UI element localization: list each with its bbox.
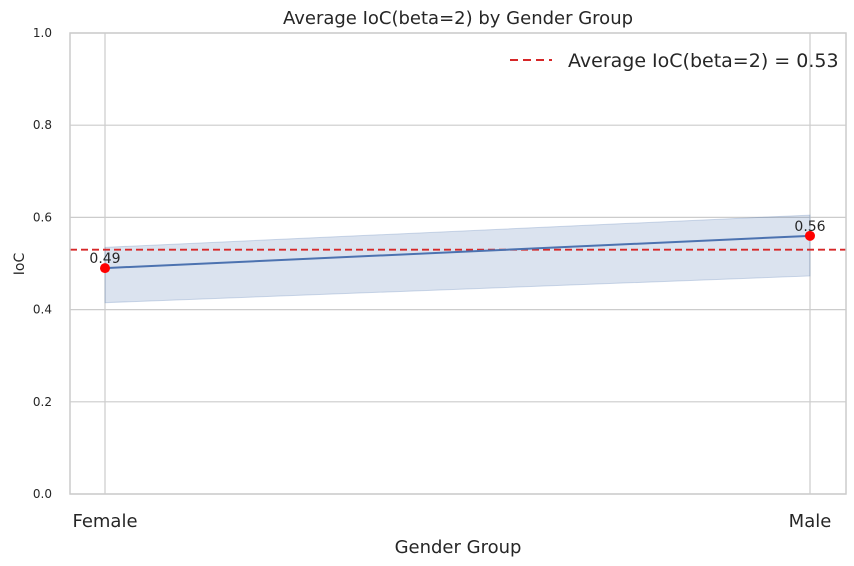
- y-tick-label-layer: 0.0 0.2 0.4 0.6 0.8 1.0: [33, 26, 52, 501]
- y-tick-label: 0.8: [33, 118, 52, 132]
- data-label: 0.49: [89, 251, 120, 267]
- y-tick-label: 0.4: [33, 303, 52, 317]
- y-tick-label: 0.2: [33, 395, 52, 409]
- marker-layer: [100, 230, 815, 274]
- plot-frame: [69, 32, 847, 495]
- data-point-marker: [100, 263, 110, 274]
- data-label-layer: 0.49 0.56: [89, 219, 825, 267]
- chart-title: Average IoC(beta=2) by Gender Group: [283, 8, 633, 29]
- y-axis-title: IoC: [12, 253, 28, 276]
- y-tick-label: 0.6: [33, 210, 52, 224]
- data-label: 0.56: [794, 219, 825, 235]
- x-tick-label-layer: Female Male: [72, 511, 831, 532]
- x-axis-title: Gender Group: [395, 537, 522, 558]
- legend-label-reference-line: Average IoC(beta=2) = 0.53: [568, 50, 839, 72]
- confidence-band-layer: [104, 214, 811, 304]
- x-tick-label: Male: [789, 511, 832, 532]
- x-tick-label: Female: [72, 511, 137, 532]
- y-tick-label: 1.0: [33, 26, 52, 40]
- confidence-band: [104, 214, 811, 304]
- series-line: [104, 234, 811, 270]
- legend: Average IoC(beta=2) = 0.53: [510, 50, 839, 72]
- data-point-marker: [805, 230, 815, 241]
- series-layer: [104, 234, 811, 270]
- y-tick-label: 0.0: [33, 487, 52, 501]
